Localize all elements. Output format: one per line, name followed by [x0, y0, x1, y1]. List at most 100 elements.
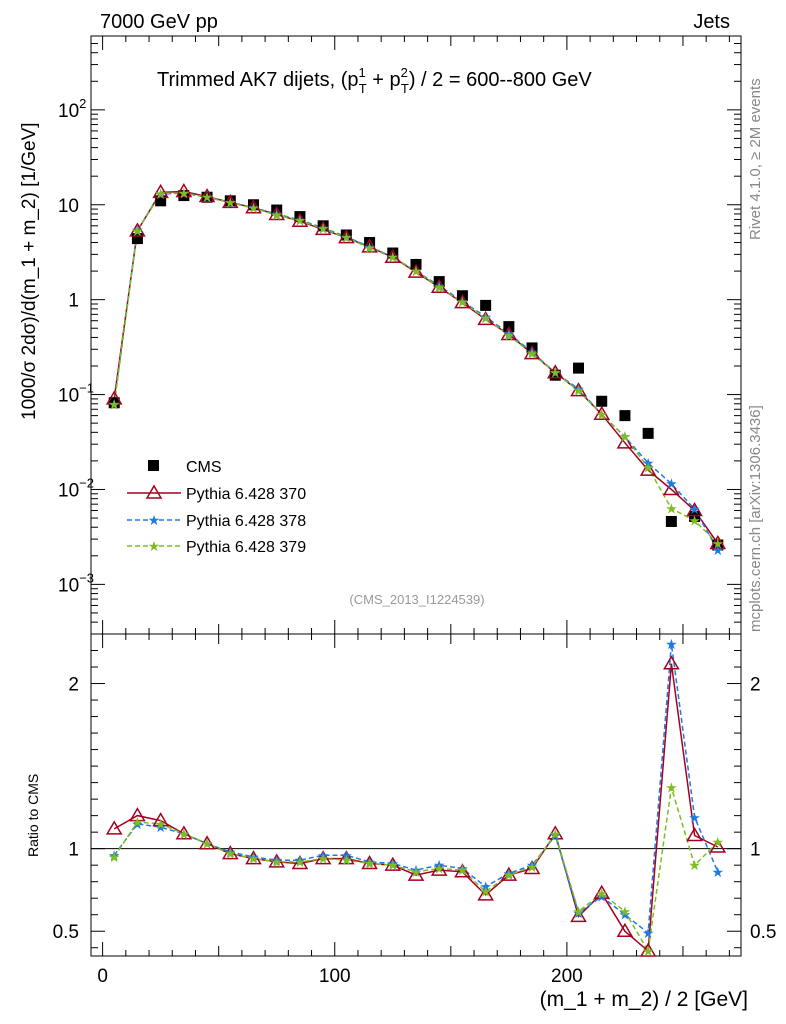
ratio-point-p378: ★	[595, 889, 608, 905]
point-p379: ★	[340, 230, 353, 246]
point-p370	[291, 212, 309, 228]
point-p378: ★	[131, 222, 144, 238]
ratio-y-tick-label: 2	[68, 675, 79, 696]
ratio-point-p378: ★	[387, 856, 400, 872]
ratio-point-p379: ★	[363, 856, 376, 872]
point-p378: ★	[456, 293, 469, 309]
x-tick-label: 0	[97, 966, 108, 987]
point-p378: ★	[433, 278, 446, 294]
point-p378: ★	[317, 220, 330, 236]
legend-cms-label: CMS	[186, 459, 222, 476]
point-cms	[317, 220, 329, 232]
point-p370	[477, 310, 494, 326]
ratio-point-p378: ★	[363, 854, 376, 870]
point-p370	[361, 238, 378, 253]
point-p379: ★	[363, 240, 376, 256]
point-p378: ★	[201, 189, 214, 205]
y-tick-label: 10−3	[58, 570, 94, 596]
ratio-point-p378: ★	[410, 862, 423, 878]
ratio-point-p378: ★	[247, 849, 260, 865]
point-cms	[642, 427, 654, 439]
ratio-point-p379: ★	[270, 854, 283, 870]
point-p370	[616, 434, 634, 449]
point-cms	[689, 510, 701, 522]
ratio-point-p379: ★	[178, 826, 191, 842]
point-p370	[268, 205, 286, 221]
ratio-point-p379: ★	[154, 816, 167, 832]
point-p379: ★	[642, 460, 655, 476]
point-cms	[131, 233, 143, 245]
ratio-point-p378: ★	[154, 819, 167, 835]
point-p379: ★	[294, 213, 307, 229]
point-p378: ★	[526, 344, 539, 360]
point-p378: ★	[712, 542, 725, 558]
point-p370	[245, 199, 262, 214]
ratio-point-p370	[430, 861, 448, 876]
title-sup2: 2	[401, 65, 408, 80]
ratio-point-p370	[245, 850, 262, 865]
point-p378: ★	[270, 206, 283, 222]
title-sup1: 1	[359, 65, 366, 80]
y-tick-label: 10−2	[58, 475, 94, 501]
point-p370	[105, 390, 123, 405]
point-cms	[364, 237, 376, 249]
ratio-point-p370	[523, 859, 541, 875]
ratio-y-tick-label: 0.5	[53, 922, 79, 943]
ratio-point-p370	[663, 655, 680, 670]
mcplots-label: mcplots.cern.ch [arXiv:1306.3436]	[747, 405, 764, 632]
main-series-layer: ★★★ ★ ★ ★ ★ ★ ★ ★★★★★★★★★★★★★★★★★★★★★ ★ ★ ★ ★ ★ ★★★★★…	[105, 182, 727, 558]
ratio-point-p379: ★	[595, 885, 608, 901]
ratio-point-p379: ★	[131, 814, 144, 830]
point-p379: ★	[270, 207, 283, 223]
ratio-point-p378: ★	[456, 860, 469, 876]
point-p379: ★	[224, 195, 237, 211]
y-tick-label: 102	[58, 96, 86, 122]
y-tick-label: 1	[68, 291, 79, 312]
point-cms	[712, 539, 724, 551]
point-cms	[294, 211, 306, 223]
y-tick-label: 10−1	[58, 381, 94, 407]
point-p370	[129, 222, 146, 237]
ratio-point-p379: ★	[340, 852, 353, 868]
legend: CMS Pythia 6.428 370 ★ Pythia 6.428 378 …	[127, 459, 306, 556]
ratio-y-tick-labels: 0.5 0.5 1 1 2 2	[53, 675, 777, 944]
ratio-y-tick-label-right: 1	[750, 840, 761, 861]
point-p370	[175, 182, 193, 198]
point-p378: ★	[503, 325, 516, 341]
point-p370	[663, 480, 680, 496]
ratio-point-p378: ★	[688, 809, 701, 825]
ratio-point-p370	[314, 850, 332, 865]
legend-p378-marker: ★	[148, 512, 161, 528]
ratio-point-p370	[686, 826, 703, 842]
ratio-point-p378: ★	[712, 864, 725, 880]
point-p370	[639, 461, 657, 476]
header-left: 7000 GeV pp	[100, 11, 218, 33]
point-cms	[248, 199, 259, 211]
ratio-panel-frame	[90, 633, 742, 957]
ratio-point-p370	[152, 812, 169, 827]
point-p379: ★	[688, 513, 701, 529]
ratio-point-p379: ★	[224, 846, 237, 862]
ratio-point-p378: ★	[201, 836, 214, 852]
title-sub2: T	[401, 81, 409, 96]
ratio-axis-ticks	[91, 633, 741, 956]
ratio-point-p378: ★	[665, 636, 678, 652]
point-p379: ★	[131, 223, 144, 239]
ratio-y-tick-label: 1	[68, 840, 79, 861]
ratio-point-p370	[361, 855, 378, 870]
ratio-point-p378: ★	[642, 925, 655, 941]
ratio-point-p370	[175, 825, 193, 840]
ratio-point-p378: ★	[131, 816, 144, 832]
title-main: Trimmed AK7 dijets, (p	[157, 69, 359, 91]
ratio-point-p370	[198, 835, 216, 850]
ratio-point-p378: ★	[178, 826, 191, 842]
legend-p379-label: Pythia 6.428 379	[186, 539, 306, 556]
ratio-point-p378: ★	[433, 857, 446, 873]
point-p379: ★	[201, 189, 214, 205]
ratio-point-p370	[639, 942, 657, 957]
point-p370	[709, 534, 727, 550]
ratio-point-p379: ★	[642, 943, 655, 959]
title-plus: + p	[367, 69, 401, 91]
point-p379: ★	[572, 383, 585, 399]
ratio-point-p379: ★	[294, 854, 307, 870]
